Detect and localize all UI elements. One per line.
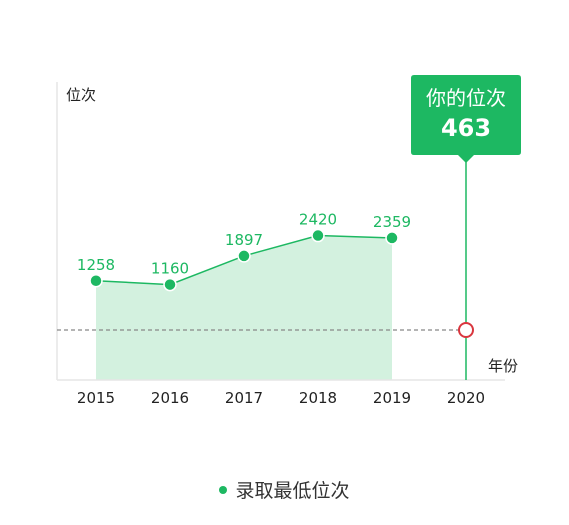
legend: 录取最低位次	[0, 476, 569, 503]
x-tick-label: 2019	[373, 389, 411, 407]
points-layer	[89, 228, 399, 292]
data-label: 2359	[373, 213, 411, 231]
reference-point	[458, 322, 474, 338]
reference-layer	[57, 160, 474, 380]
x-tick-label: 2016	[151, 389, 189, 407]
badge-layer: 你的位次 463	[411, 75, 521, 163]
area-layer	[96, 235, 392, 380]
x-tick-label: 2015	[77, 389, 115, 407]
series-area	[96, 235, 392, 380]
x-tick-label: 2017	[225, 389, 263, 407]
data-label: 1897	[225, 231, 263, 249]
data-label: 2420	[299, 211, 337, 229]
data-label: 1258	[77, 256, 115, 274]
data-point	[163, 277, 177, 292]
y-axis-title: 位次	[66, 86, 96, 104]
legend-marker-icon	[219, 485, 228, 494]
x-tick-label: 2018	[299, 389, 337, 407]
x-tick-label: 2020	[447, 389, 485, 407]
labels-layer: 1258 1160 1897 2420 2359	[77, 211, 411, 278]
data-point	[89, 274, 103, 288]
your-rank-badge	[411, 75, 521, 163]
data-point	[385, 231, 399, 245]
data-label: 1160	[151, 260, 189, 278]
your-rank-title: 你的位次	[426, 86, 506, 110]
legend-label: 录取最低位次	[235, 480, 350, 502]
x-axis-title: 年份	[488, 357, 518, 375]
data-point	[311, 228, 325, 243]
your-rank-value: 463	[441, 114, 491, 142]
data-point	[237, 249, 251, 263]
